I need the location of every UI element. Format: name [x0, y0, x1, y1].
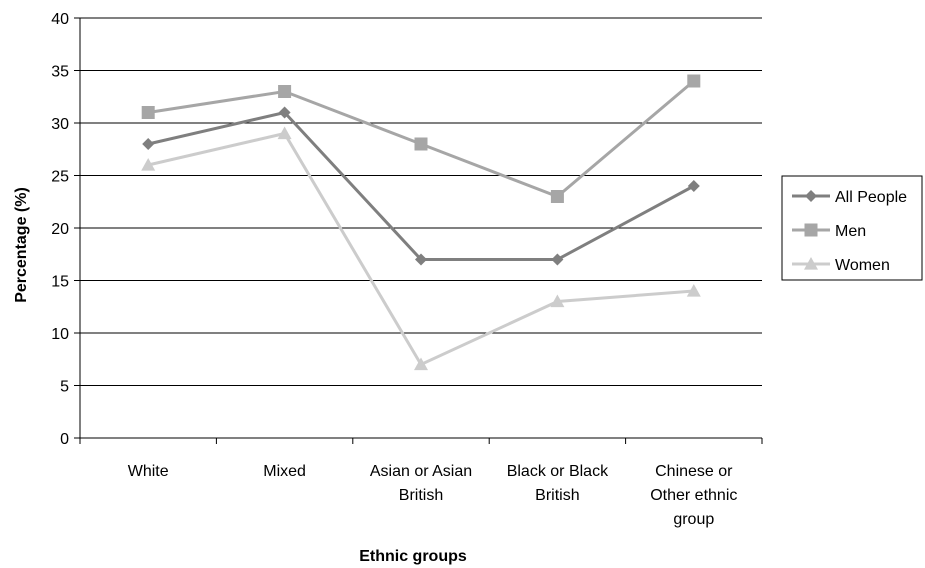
x-tick-label-line: British: [535, 487, 579, 504]
data-point-women: [141, 158, 156, 171]
legend: All People Men Women: [781, 175, 923, 281]
y-tick-labels: 0 5 10 15 20 25 30 35 40: [51, 11, 69, 448]
gridlines: [80, 17, 762, 386]
x-tick-label: Asian or Asian British: [370, 463, 472, 504]
y-tick-label: 35: [51, 64, 69, 81]
legend-label: All People: [835, 189, 907, 206]
data-point-men: [687, 74, 701, 88]
y-axis-title: Percentage (%): [13, 187, 30, 303]
y-tick-label: 0: [60, 431, 69, 448]
data-point-all-people: [278, 106, 291, 119]
data-point-women: [277, 126, 292, 140]
y-tick-label: 20: [51, 221, 69, 238]
x-axis-title: Ethnic groups: [359, 548, 467, 565]
data-point-men: [414, 137, 428, 151]
x-tick-label: Black or Black British: [507, 463, 609, 504]
x-tick-label-line: British: [399, 487, 443, 504]
y-tick-label: 30: [51, 116, 69, 133]
data-point-women: [414, 357, 428, 371]
data-point-all-people: [142, 138, 155, 150]
legend-label: Women: [835, 257, 890, 274]
data-point-all-people: [687, 180, 700, 192]
x-tick-label: White: [128, 463, 169, 480]
series-line-all-people: [147, 110, 695, 261]
x-tick-label-line: Other ethnic: [650, 487, 737, 504]
legend-marker: [804, 223, 818, 237]
data-point-all-people: [415, 253, 427, 266]
y-tick-label: 15: [51, 274, 69, 291]
x-tick-label-line: group: [673, 511, 714, 528]
legend-label: Men: [835, 223, 866, 240]
data-point-all-people: [551, 253, 564, 266]
series-lines: [141, 74, 701, 371]
data-point-men: [550, 190, 564, 203]
series-line-women: [147, 131, 694, 367]
data-point-women: [686, 284, 701, 297]
legend-marker: [805, 190, 817, 202]
y-tick-label: 40: [51, 11, 69, 28]
data-point-men: [278, 85, 292, 98]
x-tick-label-line: White: [128, 463, 169, 480]
axes: [74, 17, 763, 444]
x-tick-label-line: Asian or Asian: [370, 463, 472, 480]
y-tick-label: 25: [51, 169, 69, 186]
x-tick-label: Mixed: [263, 463, 306, 480]
x-tick-label-line: Black or Black: [507, 463, 609, 480]
y-tick-label: 10: [51, 326, 69, 343]
legend-marker: [804, 257, 818, 270]
x-tick-label: Chinese or Other ethnic group: [650, 463, 737, 528]
data-point-men: [141, 106, 155, 119]
data-point-women: [550, 294, 565, 308]
x-tick-label-line: Mixed: [263, 463, 306, 480]
y-tick-label: 5: [60, 379, 69, 396]
x-tick-label-line: Chinese or: [655, 463, 733, 480]
